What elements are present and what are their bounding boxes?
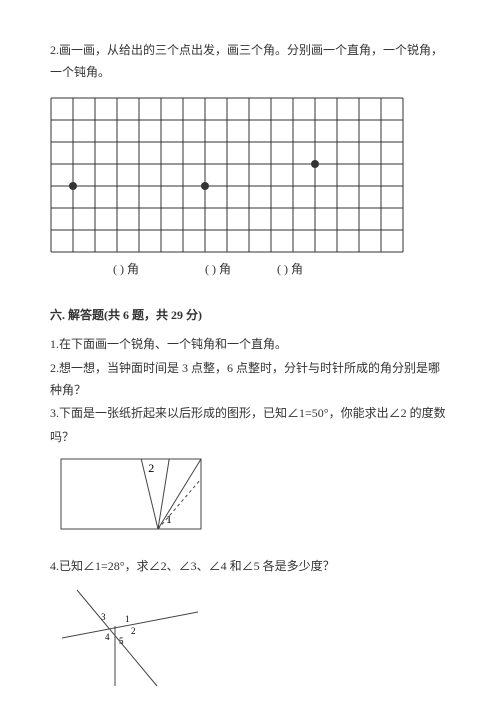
s6-q4: 4.已知∠1=28°，求∠2、∠3、∠4 和∠5 各是多少度？ [50,556,450,578]
grid-svg [50,97,404,253]
svg-text:1: 1 [166,512,172,526]
svg-text:5: 5 [119,636,124,646]
svg-text:3: 3 [101,612,106,622]
svg-text:4: 4 [105,632,110,642]
label-a: ( ) 角 [113,259,139,281]
fold-svg: 12 [60,458,202,540]
section6-title: 六. 解答题(共 6 题，共 29 分) [50,305,450,327]
svg-text:2: 2 [131,626,136,636]
s6-q3b: 吗？ [50,427,450,449]
label-b: ( ) 角 [205,259,231,281]
fold-figure: 12 [60,458,450,540]
angle-svg: 12 3 45 [60,588,200,688]
grid-labels: ( ) 角 ( ) 角 ( ) 角 [50,259,450,281]
s6-q2: 2.想一想，当钟面时间是 3 点整，6 点整时，分针与时针所成的角分别是哪种角？ [50,358,450,401]
svg-text:1: 1 [125,614,130,624]
grid-figure [50,97,450,253]
angle-figure: 12 3 45 [60,588,450,688]
s6-q1: 1.在下面画一个锐角、一个钝角和一个直角。 [50,334,450,356]
q2-text: 2.画一画，从给出的三个点出发，画三个角。分别画一个直角，一个锐角，一个钝角。 [50,40,450,83]
s6-q3a: 3.下面是一张纸折起来以后形成的图形，已知∠1=50°，你能求出∠2 的度数 [50,403,450,425]
svg-text:2: 2 [148,461,154,475]
label-c: ( ) 角 [277,259,303,281]
